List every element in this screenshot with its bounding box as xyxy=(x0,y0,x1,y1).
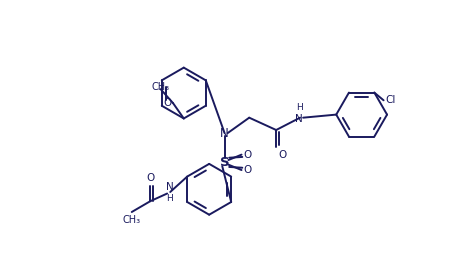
Text: N: N xyxy=(220,127,229,140)
Text: O: O xyxy=(243,150,251,160)
Text: N: N xyxy=(295,114,303,124)
Text: H: H xyxy=(296,102,303,112)
Text: O: O xyxy=(163,98,171,108)
Text: Cl: Cl xyxy=(385,95,395,105)
Text: O: O xyxy=(243,165,251,175)
Text: CH₃: CH₃ xyxy=(123,215,141,225)
Text: S: S xyxy=(220,156,229,169)
Text: O: O xyxy=(278,150,287,160)
Text: H: H xyxy=(166,194,173,203)
Text: O: O xyxy=(146,173,154,183)
Text: CH₃: CH₃ xyxy=(151,81,170,91)
Text: N: N xyxy=(166,182,173,192)
